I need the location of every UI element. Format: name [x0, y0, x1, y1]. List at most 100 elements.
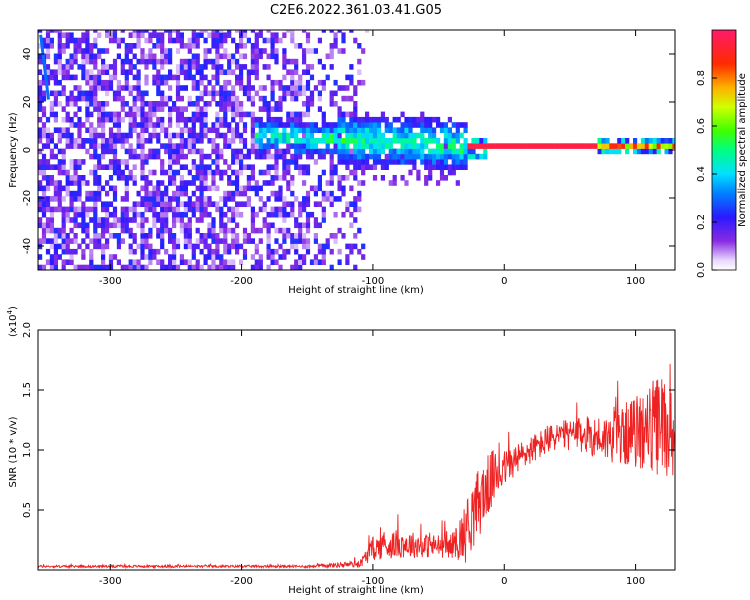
heatmap-cell [227, 79, 232, 86]
heatmap-cell [254, 64, 259, 70]
heatmap-cell [195, 264, 200, 270]
heatmap-cell [329, 48, 334, 54]
heatmap-cell [250, 222, 255, 229]
heatmap-cell [57, 32, 62, 38]
heatmap-cell [333, 164, 338, 170]
heatmap-cell [282, 122, 287, 128]
heatmap-cell [73, 58, 78, 65]
heatmap-cell [49, 206, 54, 213]
heatmap-cell [345, 138, 350, 144]
heatmap-cell [317, 106, 322, 112]
heatmap-cell [53, 90, 58, 97]
heatmap-cell [605, 138, 610, 144]
heatmap-cell [357, 180, 362, 186]
heatmap-cell [451, 143, 456, 149]
heatmap-cell [124, 222, 129, 229]
heatmap-cell [266, 37, 271, 44]
heatmap-cell [321, 79, 326, 86]
heatmap-y-axis-label: Frequency (Hz) [8, 112, 19, 188]
heatmap-cell [89, 127, 94, 133]
heatmap-cell [112, 169, 118, 176]
heatmap-cell [101, 201, 106, 207]
heatmap-cell [290, 74, 295, 81]
heatmap-cell [49, 43, 54, 49]
heatmap-cell [239, 43, 244, 49]
heatmap-cell [144, 217, 149, 223]
heatmap-cell [168, 122, 173, 128]
heatmap-cell [89, 95, 94, 102]
heatmap-cell [41, 159, 47, 165]
heatmap-cell [116, 159, 121, 165]
heatmap-cell [195, 53, 200, 60]
heatmap-cell [65, 175, 70, 181]
heatmap-cell [101, 64, 106, 70]
heatmap-cell [116, 259, 121, 265]
heatmap-cell [77, 132, 82, 139]
heatmap-cell [140, 30, 145, 33]
heatmap-cell [172, 37, 177, 44]
heatmap-cell [412, 143, 417, 149]
heatmap-cell [361, 159, 366, 165]
heatmap-cell [341, 122, 346, 128]
heatmap-cell [144, 190, 149, 197]
heatmap-cell [183, 122, 188, 128]
heatmap-cell [408, 159, 413, 165]
heatmap-cell [365, 159, 370, 165]
heatmap-cell [349, 116, 354, 123]
heatmap-cell [254, 211, 259, 218]
heatmap-cell [144, 116, 149, 123]
heatmap-cell [128, 85, 133, 91]
heatmap-cell [128, 64, 133, 70]
colorbar-gradient [711, 29, 737, 271]
heatmap-cell [93, 74, 98, 81]
heatmap-cell [136, 85, 141, 91]
heatmap-cell [53, 233, 58, 239]
heatmap-cell [317, 79, 322, 86]
heatmap-cell [424, 180, 429, 186]
heatmap-cell [73, 175, 78, 181]
heatmap-cell [191, 264, 196, 270]
heatmap-cell [179, 148, 184, 155]
heatmap-cell [278, 79, 283, 86]
heatmap-cell [140, 233, 145, 239]
heatmap-cell [93, 206, 98, 213]
heatmap-cell [38, 217, 43, 223]
heatmap-cell [81, 264, 86, 270]
heatmap-cell [207, 264, 212, 270]
heatmap-cell [120, 116, 125, 123]
heatmap-cell [136, 143, 141, 149]
heatmap-cell [160, 106, 165, 112]
heatmap-cell [203, 259, 208, 265]
heatmap-cell [38, 206, 43, 213]
heatmap-cell [294, 196, 299, 202]
heatmap-cell [601, 138, 606, 144]
heatmap-cell [144, 58, 149, 65]
heatmap-cell [53, 243, 58, 250]
heatmap-cell [65, 74, 70, 81]
heatmap-cell [357, 122, 362, 128]
heatmap-cell [101, 233, 106, 239]
heatmap-cell [305, 238, 311, 244]
heatmap-cell [258, 122, 263, 128]
heatmap-cell [57, 164, 62, 170]
heatmap-cell [625, 148, 630, 155]
heatmap-cell [85, 190, 90, 197]
heatmap-cell [317, 37, 322, 44]
heatmap-cell [313, 259, 318, 265]
heatmap-cell [77, 190, 82, 197]
heatmap-cell [250, 169, 255, 176]
heatmap-cell [558, 143, 563, 149]
heatmap-cell [235, 48, 240, 54]
heatmap-cell [333, 32, 338, 38]
heatmap-cell [372, 143, 378, 149]
heatmap-cell [77, 222, 82, 229]
heatmap-cell [250, 164, 255, 170]
heatmap-cell [333, 211, 338, 218]
heatmap-cell [313, 85, 318, 91]
heatmap-cell [302, 201, 307, 207]
heatmap-cell [302, 30, 307, 33]
heatmap-cell [424, 138, 429, 144]
heatmap-cell [211, 58, 216, 65]
heatmap-cell [168, 95, 173, 102]
heatmap-cell [298, 211, 303, 218]
